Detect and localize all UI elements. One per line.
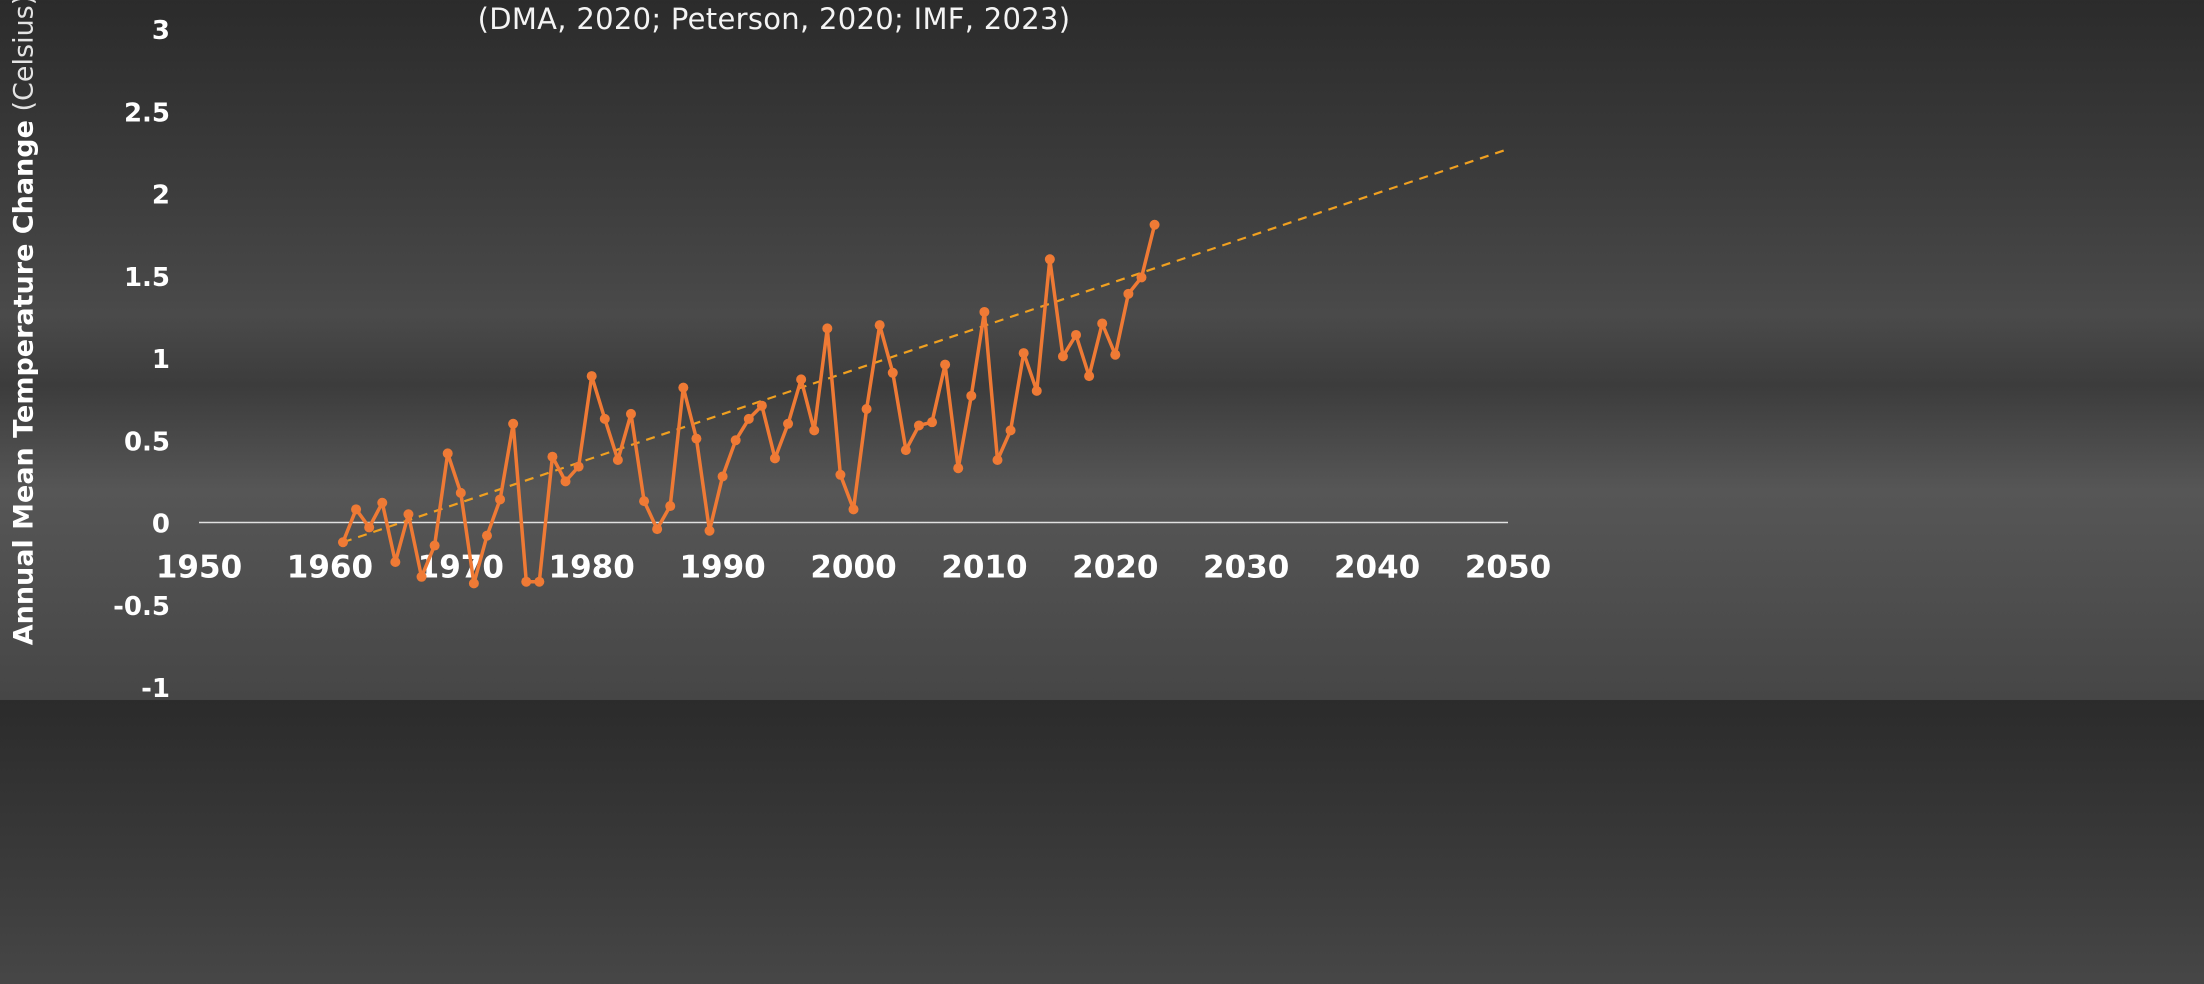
data-point [1018, 348, 1029, 359]
data-point [1031, 385, 1042, 396]
data-point [1071, 329, 1082, 340]
data-point [390, 556, 401, 567]
data-point [652, 524, 663, 535]
data-point [835, 469, 846, 480]
data-point [887, 367, 898, 378]
x-tick-label: 2040 [1334, 550, 1420, 586]
data-point [560, 476, 571, 487]
data-point [586, 371, 597, 382]
data-point [337, 537, 348, 548]
data-point [809, 425, 820, 436]
data-point [913, 420, 924, 431]
data-point [1005, 425, 1016, 436]
data-point [455, 487, 466, 498]
data-point [508, 418, 519, 429]
data-point [351, 504, 362, 515]
data-point [521, 576, 532, 587]
data-point [796, 374, 807, 385]
data-point [979, 306, 990, 317]
data-point [1123, 288, 1134, 299]
x-tick-label: 2000 [810, 550, 896, 586]
data-point [468, 578, 479, 589]
data-point [861, 403, 872, 414]
data-point [1110, 349, 1121, 360]
data-point [992, 454, 1003, 465]
x-tick-label: 1960 [287, 550, 373, 586]
data-point [639, 496, 650, 507]
data-point [1149, 219, 1160, 230]
x-tick-label: 1950 [156, 550, 242, 586]
y-tick-label: 0.5 [124, 427, 170, 457]
data-point [442, 448, 453, 459]
data-point [481, 530, 492, 541]
data-point [940, 359, 951, 370]
x-tick-label: 2010 [941, 550, 1027, 586]
data-point [612, 454, 623, 465]
data-point [534, 576, 545, 587]
data-point [665, 501, 676, 512]
data-point [704, 525, 715, 536]
x-tick-label: 2030 [1203, 550, 1289, 586]
data-point [678, 382, 689, 393]
data-point [1097, 318, 1108, 329]
data-point [953, 463, 964, 474]
y-tick-label: 0 [152, 510, 170, 540]
data-point [1044, 254, 1055, 265]
x-tick-label: 1990 [679, 550, 765, 586]
data-point [1136, 272, 1147, 283]
data-point [730, 435, 741, 446]
x-tick-label: 2050 [1465, 550, 1551, 586]
data-point [900, 445, 911, 456]
data-point [547, 451, 558, 462]
data-point [573, 461, 584, 472]
data-point [769, 453, 780, 464]
data-point [1057, 351, 1068, 362]
data-point [429, 540, 440, 551]
data-point [927, 417, 938, 428]
data-point [783, 418, 794, 429]
data-point [822, 323, 833, 334]
trend-line [342, 148, 1509, 544]
series-line [341, 224, 1157, 586]
y-tick-label: 2.5 [124, 98, 170, 128]
y-tick-label: 1.5 [124, 263, 170, 293]
data-point [495, 494, 506, 505]
data-point [364, 522, 375, 533]
data-point [403, 509, 414, 520]
data-point [743, 413, 754, 424]
x-tick-label: 1980 [549, 550, 635, 586]
y-tick-label: 3 [152, 16, 170, 46]
y-tick-label: 2 [152, 181, 170, 211]
data-point [848, 504, 859, 515]
y-tick-label: -1 [141, 674, 170, 700]
y-tick-label: 1 [152, 345, 170, 375]
chart-subtitle: (DMA, 2020; Peterson, 2020; IMF, 2023) [477, 2, 1071, 36]
data-point [966, 390, 977, 401]
data-point [416, 571, 427, 582]
data-point [874, 320, 885, 331]
data-point [756, 400, 767, 411]
data-point [1084, 371, 1095, 382]
data-point [625, 408, 636, 419]
data-point [717, 471, 728, 482]
data-point [599, 413, 610, 424]
data-point [691, 433, 702, 444]
y-tick-label: -0.5 [113, 592, 170, 622]
x-tick-label: 2020 [1072, 550, 1158, 586]
data-point [377, 497, 388, 508]
